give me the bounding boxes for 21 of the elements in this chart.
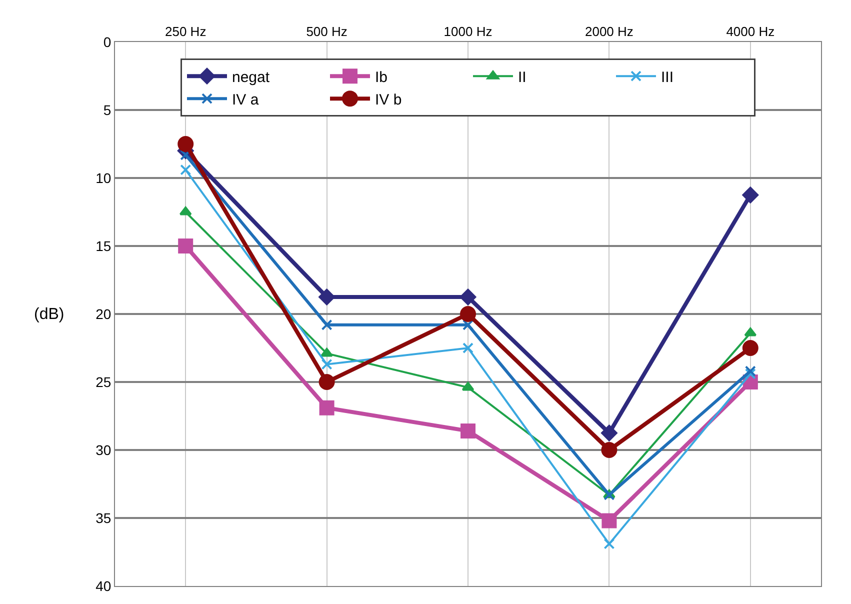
legend-label: IV a: [232, 91, 260, 108]
y-tick-label: 35: [96, 510, 112, 526]
y-tick-label: 40: [96, 578, 112, 594]
y-tick-label: 30: [96, 442, 112, 458]
x-tick-label: 500 Hz: [306, 24, 348, 39]
legend-label: II: [518, 68, 526, 86]
legend-label: Ib: [375, 68, 388, 86]
y-axis-title: (dB): [34, 306, 64, 323]
y-tick-label: 0: [103, 34, 112, 50]
y-tick-label: 10: [96, 170, 112, 186]
legend-label: III: [661, 68, 674, 86]
y-tick-label: 25: [96, 374, 112, 390]
legend-label: IV b: [375, 91, 402, 108]
x-tick-label: 1000 Hz: [444, 24, 492, 39]
y-tick-label: 15: [96, 238, 112, 254]
y-tick-label: 5: [103, 102, 112, 118]
x-tick-label: 250 Hz: [165, 24, 206, 39]
x-tick-label: 4000 Hz: [726, 24, 775, 39]
y-tick-label: 20: [96, 306, 112, 322]
legend-label: negat: [232, 68, 270, 86]
x-tick-label: 2000 Hz: [584, 24, 634, 39]
